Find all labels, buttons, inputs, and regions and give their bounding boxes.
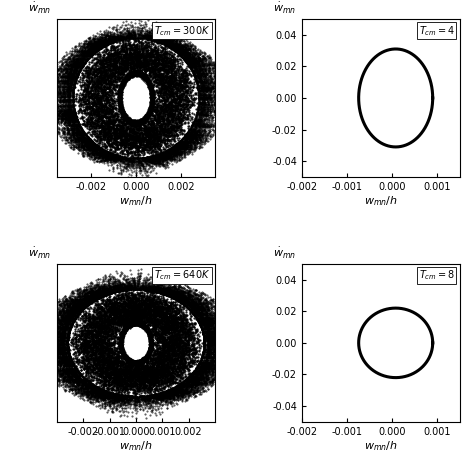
Text: $\dot{w}_{mn}$: $\dot{w}_{mn}$ [28,246,52,261]
Text: $\dot{w}_{mn}$: $\dot{w}_{mn}$ [273,0,297,16]
Text: $T_{cm}=8$: $T_{cm}=8$ [419,269,455,283]
Text: $\dot{w}_{mn}$: $\dot{w}_{mn}$ [28,0,52,16]
X-axis label: $w_{mn}/h$: $w_{mn}/h$ [119,195,153,209]
X-axis label: $w_{mn}/h$: $w_{mn}/h$ [119,439,153,453]
X-axis label: $w_{mn}/h$: $w_{mn}/h$ [364,439,398,453]
Text: $T_{cm}=4$: $T_{cm}=4$ [419,24,455,37]
X-axis label: $w_{mn}/h$: $w_{mn}/h$ [364,195,398,209]
Text: $\dot{w}_{mn}$: $\dot{w}_{mn}$ [273,246,297,261]
Text: $T_{cm}=300K$: $T_{cm}=300K$ [154,24,210,37]
Text: $T_{cm}=640K$: $T_{cm}=640K$ [154,269,210,283]
